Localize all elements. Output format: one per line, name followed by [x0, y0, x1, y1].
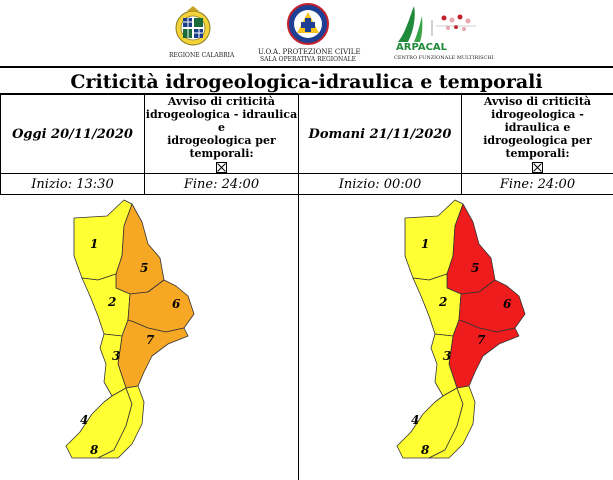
tomorrow-avviso-checkbox — [532, 162, 543, 173]
today-avviso-line3: idrogeologica per temporali: — [167, 134, 276, 160]
header-row: Oggi 20/11/2020 Avviso di criticità idro… — [0, 94, 613, 174]
protezione-civile-line2: SALA OPERATIVA REGIONALE — [260, 56, 356, 63]
today-avviso-line2: idrogeologica - idraulica e — [145, 108, 298, 134]
header-logos: REGIONE CALABRIA U.O.A. PROTEZIONE CIVIL… — [0, 0, 613, 64]
today-avviso: Avviso di criticità idrogeologica - idra… — [144, 94, 299, 174]
tomorrow-zone-label-1: 1 — [421, 237, 429, 251]
today-zone-label-4: 4 — [80, 413, 88, 427]
time-row: Inizio: 13:30 Fine: 24:00 Inizio: 00:00 … — [0, 173, 613, 195]
today-end: Fine: 24:00 — [144, 173, 299, 195]
tomorrow-avviso-line2: idrogeologica - idraulica e — [491, 108, 584, 134]
today-avviso-line1: Avviso di criticità — [167, 95, 276, 109]
tomorrow-day-label: Domani 21/11/2020 — [298, 94, 462, 174]
tomorrow-zone-label-4: 4 — [411, 413, 419, 427]
tomorrow-zone-7 — [448, 319, 520, 389]
arpacal-sub: CENTRO FUNZIONALE MULTIRISCHI — [394, 55, 494, 61]
today-zone-label-5: 5 — [140, 261, 148, 275]
today-map: 1 5 2 6 7 3 4 8 — [65, 199, 195, 459]
regione-calabria-caption: REGIONE CALABRIA — [169, 52, 235, 59]
tomorrow-zone-label-7: 7 — [477, 333, 486, 347]
today-zone-label-6: 6 — [172, 297, 181, 311]
today-zone-label-7: 7 — [146, 333, 155, 347]
arpacal-name: ARPACAL — [396, 42, 448, 53]
today-zone-label-8: 8 — [90, 443, 99, 457]
tomorrow-zone-label-8: 8 — [421, 443, 430, 457]
tomorrow-start: Inizio: 00:00 — [298, 173, 462, 195]
tomorrow-zone-label-6: 6 — [503, 297, 512, 311]
regione-calabria-logo: REGIONE CALABRIA — [168, 2, 234, 62]
tomorrow-avviso-line3: idrogeologica per temporali: — [483, 134, 592, 160]
tomorrow-zone-label-5: 5 — [471, 261, 479, 275]
today-zone-8 — [97, 385, 145, 459]
today-start: Inizio: 13:30 — [0, 173, 145, 195]
today-zone-label-3: 3 — [112, 349, 120, 363]
protezione-civile-logo: U.O.A. PROTEZIONE CIVILE SALA OPERATIVA … — [258, 2, 361, 64]
today-zone-label-2: 2 — [107, 295, 116, 309]
today-avviso-checkbox — [216, 162, 227, 173]
today-zone-label-1: 1 — [90, 237, 98, 251]
protezione-civile-line1: U.O.A. PROTEZIONE CIVILE — [258, 48, 361, 56]
tomorrow-zone-label-2: 2 — [438, 295, 447, 309]
page-title: Criticità idrogeologica-idraulica e temp… — [0, 66, 613, 94]
tomorrow-end: Fine: 24:00 — [461, 173, 613, 195]
today-zone-7 — [117, 319, 189, 389]
panel-divider — [298, 192, 299, 480]
tomorrow-zone-label-3: 3 — [443, 349, 451, 363]
tomorrow-avviso-line1: Avviso di criticità — [483, 95, 592, 109]
tomorrow-avviso: Avviso di criticità idrogeologica - idra… — [461, 94, 613, 174]
tomorrow-zone-8 — [428, 385, 476, 459]
arpacal-logo: ARPACAL CENTRO FUNZIONALE MULTIRISCHI — [392, 2, 494, 64]
tomorrow-map: 1 5 2 6 7 3 4 8 — [396, 199, 526, 459]
today-day-label: Oggi 20/11/2020 — [0, 94, 145, 174]
bulletin-table: Oggi 20/11/2020 Avviso di criticità idro… — [0, 94, 613, 195]
